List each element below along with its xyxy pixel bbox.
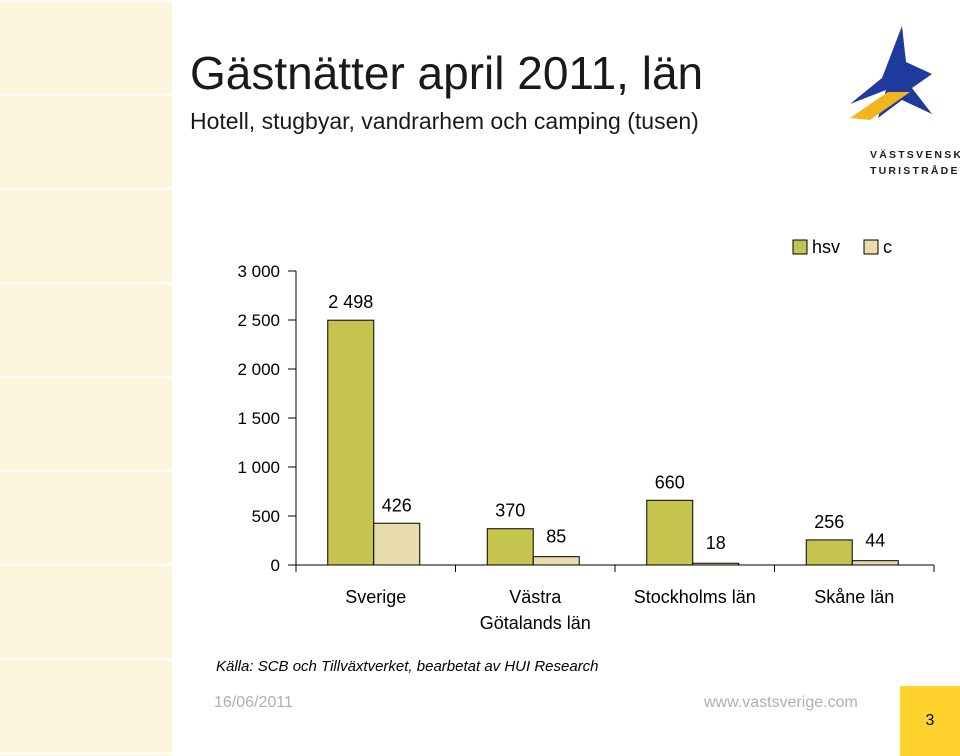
decorative-side-panel [0, 0, 172, 756]
bar-value-label: 44 [865, 531, 885, 551]
x-category-label: Västra [509, 587, 562, 607]
bar-value-label: 85 [546, 527, 566, 547]
footer-date: 16/06/2011 [214, 694, 293, 711]
legend: hsv c [792, 237, 892, 257]
y-tick-label: 1 000 [237, 458, 280, 477]
logo-text-line1: VÄSTSVENSKA [870, 148, 960, 161]
footer-url: www.vastsverige.com [704, 694, 858, 711]
bar-c [851, 560, 899, 566]
star-swoosh-icon [850, 92, 910, 120]
bars: 2 498 370 660 256 426 85 18 44 [327, 292, 899, 566]
x-category-label: Sverige [345, 587, 406, 607]
x-axis: Sverige Västra Götalands län Stockholms län… [295, 564, 935, 633]
x-category-label: Stockholms län [634, 587, 756, 607]
bar-hsv [486, 528, 534, 566]
page-number: 3 [900, 686, 960, 756]
bar-hsv [646, 499, 694, 566]
page-number-label: 3 [925, 712, 935, 729]
bar-value-label: 426 [382, 495, 412, 515]
legend-swatch-c [863, 239, 879, 255]
bar-value-label: 2 498 [328, 292, 373, 312]
star-logo-icon [850, 26, 932, 118]
vastsvenska-turistradet-logo: VÄSTSVENSKA TURISTRÅDET [850, 26, 960, 177]
legend-swatch-hsv [792, 239, 808, 255]
bar-value-label: 660 [655, 472, 685, 492]
legend-label-c: c [883, 237, 892, 257]
legend-label-hsv: hsv [812, 237, 840, 257]
x-category-label: Götalands län [480, 613, 591, 633]
bar-hsv [327, 319, 375, 566]
page-subtitle: Hotell, stugbyar, vandrarhem och camping… [190, 108, 699, 134]
bar-value-label: 18 [706, 533, 726, 553]
y-tick-label: 0 [271, 556, 280, 575]
y-tick-label: 2 500 [237, 311, 280, 330]
y-tick-label: 2 000 [237, 360, 280, 379]
bar-c [532, 556, 580, 566]
bar-c [692, 562, 740, 566]
y-axis: 0 500 1 000 1 500 2 000 2 500 3 000 [237, 262, 297, 575]
x-category-label: Skåne län [814, 587, 894, 607]
y-tick-label: 3 000 [237, 262, 280, 281]
y-tick-label: 500 [252, 507, 280, 526]
page-title: Gästnätter april 2011, län [190, 47, 704, 99]
bar-value-label: 370 [495, 501, 525, 521]
source-note: Källa: SCB och Tillväxtverket, bearbetat… [216, 658, 599, 675]
bar-hsv [805, 539, 853, 566]
logo-text-line2: TURISTRÅDET [870, 164, 960, 177]
bar-value-label: 256 [814, 512, 844, 532]
y-tick-label: 1 500 [237, 409, 280, 428]
bar-c [373, 522, 421, 566]
